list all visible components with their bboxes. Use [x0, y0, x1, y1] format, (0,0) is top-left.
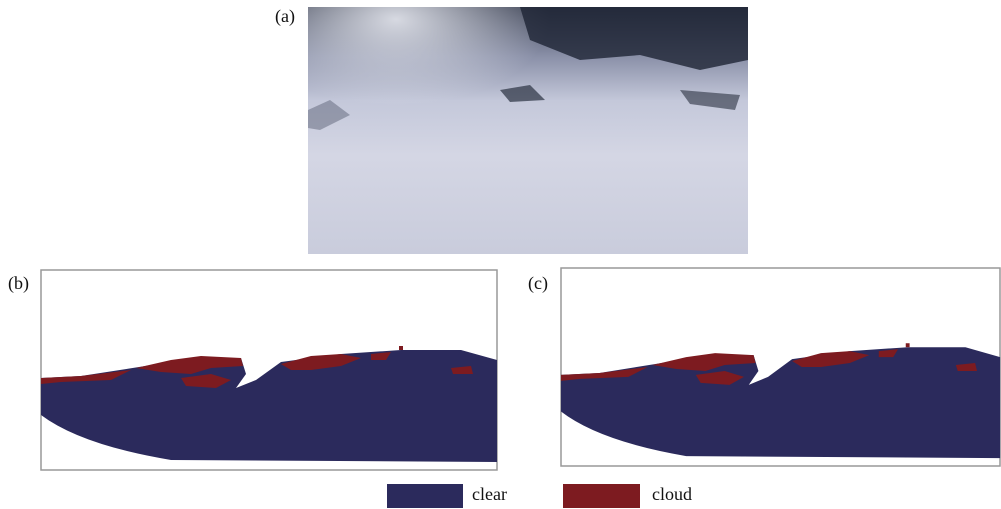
- legend-swatch: [563, 484, 640, 508]
- figure: (a) (b) (c) clear cloud: [0, 0, 1001, 509]
- panel-label: (c): [528, 273, 548, 294]
- legend-label: cloud: [652, 484, 692, 504]
- panel-label: (b): [8, 273, 29, 294]
- satellite-image: [308, 7, 748, 254]
- legend-swatch: [387, 484, 463, 508]
- panel-label: (a): [275, 6, 295, 27]
- legend-label: clear: [472, 484, 507, 504]
